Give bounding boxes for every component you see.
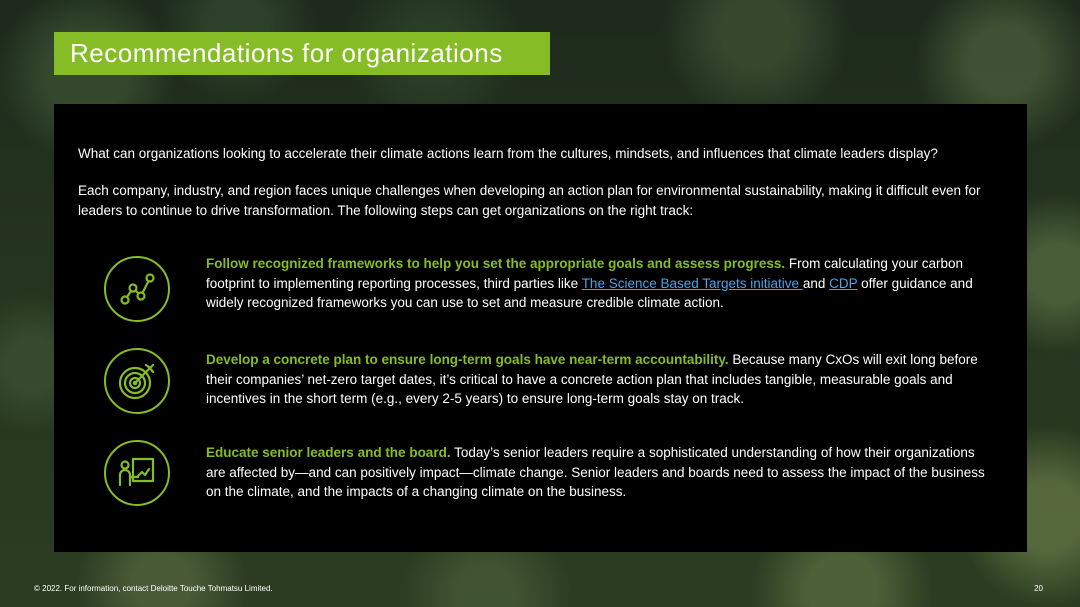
cdp-link[interactable]: CDP: [829, 275, 858, 291]
recommendation-text: Educate senior leaders and the board. To…: [206, 443, 986, 502]
presenter-board-icon: [104, 440, 170, 506]
recommendation-heading: Follow recognized frameworks to help you…: [206, 256, 786, 271]
recommendation-body-end: offer guidance and widely recognized fra…: [206, 275, 973, 311]
recommendation-body: From calculating your carbon footprint t…: [206, 256, 963, 291]
page-number: 20: [1034, 584, 1043, 593]
recommendation-heading: Develop a concrete plan to ensure long-t…: [206, 352, 729, 367]
network-graph-icon: [104, 256, 170, 322]
recommendation-text: Follow recognized frameworks to help you…: [206, 254, 986, 313]
intro-context: Each company, industry, and region faces…: [78, 183, 981, 218]
title-banner: Recommendations for organizations: [54, 32, 550, 75]
intro-question: What can organizations looking to accele…: [78, 146, 938, 161]
recommendation-heading: Educate senior leaders and the board.: [206, 445, 451, 460]
page-title: Recommendations for organizations: [70, 38, 503, 68]
recommendation-body-connector: and: [802, 275, 830, 291]
recommendation-body: Because many CxOs will exit long before …: [206, 352, 978, 406]
recommendation-text: Develop a concrete plan to ensure long-t…: [206, 350, 986, 409]
target-arrow-icon: [104, 348, 170, 414]
content-panel: What can organizations looking to accele…: [54, 104, 1027, 552]
sbti-link[interactable]: The Science Based Targets initiative: [581, 275, 803, 291]
recommendation-body: Today’s senior leaders require a sophist…: [206, 445, 985, 499]
footer-copyright: © 2022. For information, contact Deloitt…: [34, 584, 273, 593]
